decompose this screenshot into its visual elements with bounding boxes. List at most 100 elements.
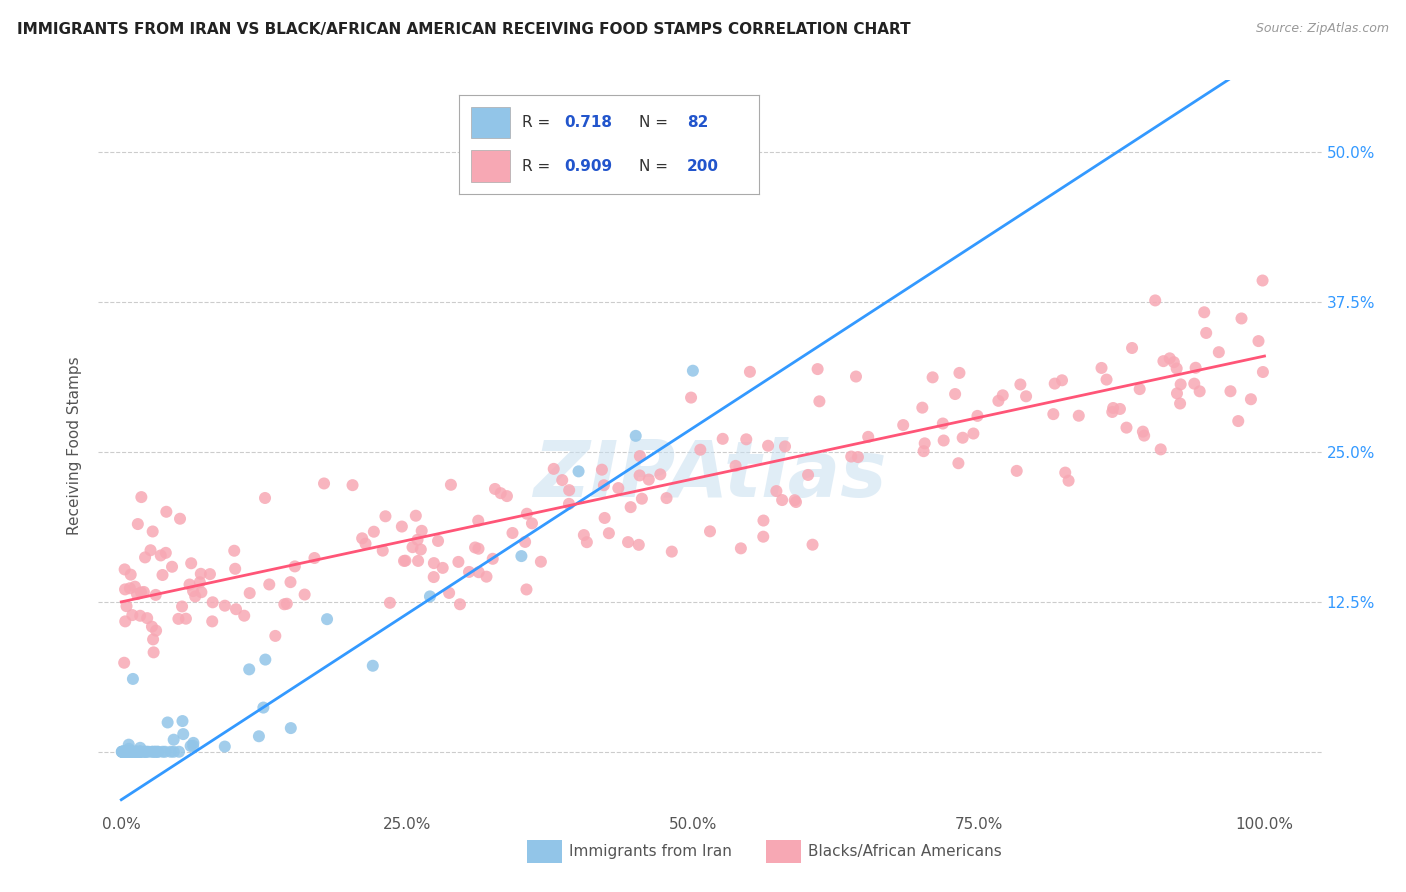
Point [280,575,302,590]
Point [117,745,139,759]
Point [134,745,156,759]
Point [120,745,142,759]
Point [142,745,165,759]
Point [1090,360,1112,375]
Point [114,745,136,759]
Point [513,535,536,549]
Point [125,587,148,601]
Point [174,612,197,626]
Point [1184,360,1206,375]
Point [948,456,970,470]
Point [591,463,613,477]
Point [558,483,581,497]
Point [129,585,152,599]
Point [131,490,153,504]
Point [122,745,145,759]
Point [238,662,260,676]
Point [129,745,152,759]
Point [111,745,134,759]
Point [1109,401,1132,416]
Point [1170,377,1192,392]
Point [409,542,432,557]
Point [214,739,236,754]
Point [411,524,433,538]
Point [198,567,221,582]
Point [159,745,181,759]
Point [374,509,396,524]
Point [120,567,142,582]
Point [711,432,734,446]
Point [617,535,640,549]
Point [661,544,683,558]
Point [765,484,787,499]
Point [128,745,150,759]
Point [575,535,598,549]
Point [118,581,141,595]
Point [134,550,156,565]
Point [735,433,758,447]
Point [170,599,193,614]
Point [115,745,138,759]
Point [1050,373,1073,387]
Point [1166,361,1188,376]
Point [516,507,538,521]
Point [117,745,139,759]
Point [467,565,489,579]
Point [1133,428,1156,442]
Point [730,541,752,556]
Point [682,364,704,378]
Point [449,597,471,611]
Point [135,745,157,759]
Point [1115,420,1137,434]
Point [689,442,711,457]
Point [118,738,141,752]
Point [394,554,416,568]
Point [496,489,519,503]
Point [264,629,287,643]
Point [190,566,212,581]
Point [125,745,148,759]
Point [129,740,152,755]
Point [551,473,574,487]
Point [1095,373,1118,387]
Point [631,491,654,506]
Point [114,582,136,597]
Point [846,450,869,464]
Point [543,462,565,476]
Point [392,554,415,568]
Point [214,599,236,613]
Point [129,745,152,759]
Point [239,586,262,600]
Point [914,436,936,450]
Point [280,721,302,735]
Point [943,387,966,401]
Point [422,570,444,584]
Point [117,745,139,759]
Point [801,538,824,552]
Point [502,526,524,541]
Point [921,370,943,384]
Point [1227,414,1250,428]
Point [180,556,202,570]
Point [1168,396,1191,410]
Point [1195,326,1218,340]
Y-axis label: Receiving Food Stamps: Receiving Food Stamps [67,357,83,535]
Point [188,575,211,590]
Point [1057,474,1080,488]
Point [628,468,651,483]
Point [481,551,503,566]
Point [114,562,136,576]
Point [167,612,190,626]
Point [179,577,201,591]
Point [142,645,165,659]
Point [752,514,775,528]
Point [120,745,142,759]
Point [464,541,486,555]
Point [304,551,326,566]
Point [114,745,136,759]
Point [593,478,616,492]
Point [114,745,136,759]
Point [129,745,152,759]
Point [752,530,775,544]
Point [149,549,172,563]
